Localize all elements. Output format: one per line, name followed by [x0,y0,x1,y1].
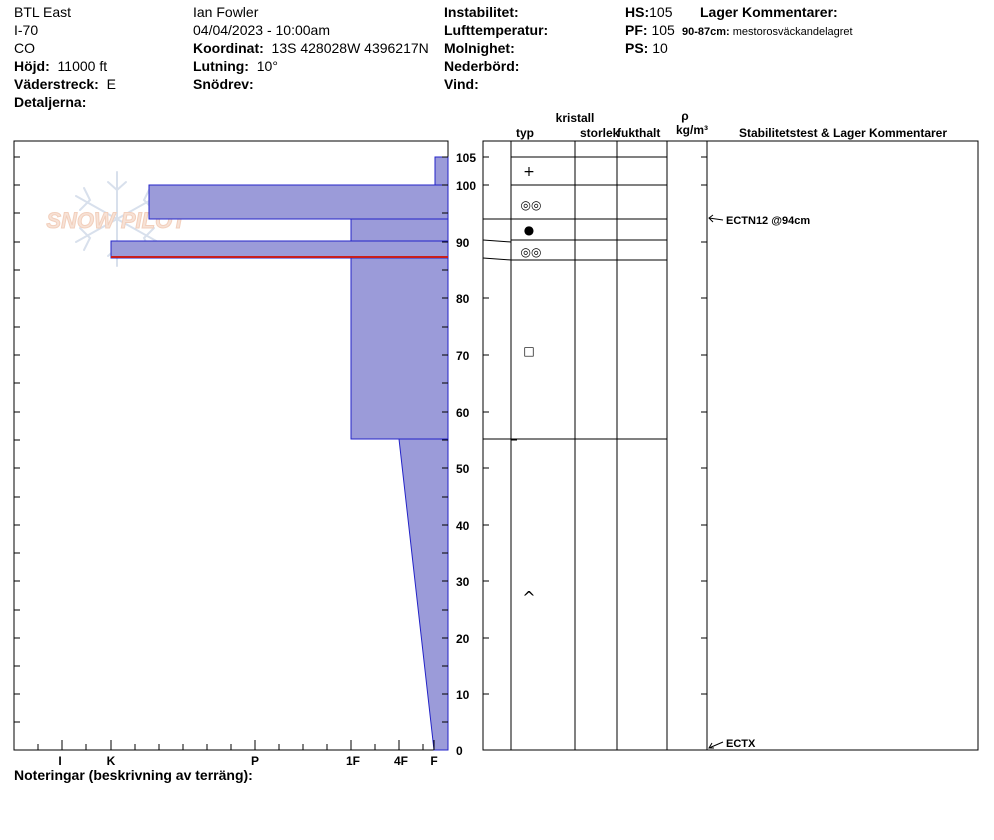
stability-tests: ECTN12 @94cm ECTX [708,214,810,750]
hs-label: HS: [625,4,650,20]
header-density-unit: kg/m³ [676,123,708,137]
depth-label-80: 80 [456,292,470,306]
layer-87-55 [350,257,449,440]
hardness-axis-labels: I K P 1F 4F F [58,754,437,768]
slope-label: Lutning: [193,58,249,74]
sky-label: Molnighet: [444,40,515,56]
depth-label-60: 60 [456,406,470,420]
hardness-label-K: K [107,754,116,768]
location-name: BTL East [14,4,72,20]
coordinate-value: 13S 428028W 4396217N [271,40,429,56]
grain-symbol-melt-freeze: ● [524,223,534,237]
terrain-notes-label: Noteringar (beskrivning av terräng): [14,767,253,783]
grain-symbol-rounded-1: ◎◎ [521,198,542,212]
layer-comment-row: 90-87cm: mestorosväckandelagret [682,23,853,41]
layer-90-87 [110,240,449,259]
depth-label-0: 0 [456,744,463,758]
stability-test-ectn12: ECTN12 @94cm [726,215,810,227]
hardness-label-P: P [251,754,259,768]
hardness-label-1F: 1F [346,754,360,768]
slope-row: Lutning: 10° [193,57,429,75]
header-col5: Lager Kommentarer: 90-87cm: mestorosväck… [682,3,853,41]
depth-axis-labels: 105 100 90 80 70 60 50 40 30 20 10 0 [456,151,476,758]
hardness-layers [110,156,449,751]
grain-symbol-precip: + [523,164,535,180]
grain-symbol-depth-hoar: ^ [522,588,535,607]
layer-100-94 [148,184,449,220]
pf-label: PF: [625,22,648,38]
wind-label: Vind: [444,76,479,92]
layer-comments-title: Lager Kommentarer: [700,4,838,20]
depth-label-20: 20 [456,632,470,646]
drift-row: Snödrev: [193,75,429,93]
left-plot-ticks [14,156,448,750]
slope-value: 10° [256,58,278,74]
pf-value: 105 [651,22,675,38]
observer-name: Ian Fowler [193,4,259,20]
instability-label: Instabilitet: [444,4,519,20]
precip-label: Nederbörd: [444,58,520,74]
ps-value: 10 [652,40,668,56]
hardness-label-F: F [430,754,437,768]
header-typ: typ [516,126,534,140]
hardness-label-I: I [58,754,61,768]
depth-label-90: 90 [456,236,470,250]
aspect-value: E [106,76,116,92]
elevation-row: Höjd: 11000 ft [14,57,116,75]
ps-row: PS: 10 [625,39,675,57]
drift-label: Snödrev: [193,76,254,92]
terrain-notes: Noteringar (beskrivning av terräng): [14,766,253,784]
header-col2: Ian Fowler 04/04/2023 - 10:00am Koordina… [193,3,429,93]
layer-comment-range: 90-87cm: [682,26,730,38]
depth-label-40: 40 [456,519,470,533]
layer-55-0 [398,438,449,751]
ps-label: PS: [625,40,649,56]
depth-label-100: 100 [456,179,476,193]
stability-test-ectx: ECTX [726,738,756,750]
header-col4: HS:105 PF: 105 PS: 10 [625,3,675,57]
depth-label-50: 50 [456,462,470,476]
layer-table [482,140,979,751]
grain-symbol-faceted: □ [523,344,534,358]
depth-label-105: 105 [456,151,476,165]
observation-datetime: 04/04/2023 - 10:00am [193,22,330,38]
coordinate-label: Koordinat: [193,40,264,56]
header-fukthalt: fukthalt [617,126,660,140]
depth-label-10: 10 [456,688,470,702]
pf-row: PF: 105 [625,21,675,39]
aspect-row: Väderstreck: E [14,75,116,93]
header-col1: BTL East I-70 CO Höjd: 11000 ft Väderstr… [14,3,116,111]
hs-row: HS:105 [625,3,675,21]
hardness-label-4F: 4F [394,754,408,768]
details-label: Detaljerna: [14,94,87,110]
header-stability: Stabilitetstest & Lager Kommentarer [739,126,947,140]
header-rho: ρ [681,109,688,123]
header-kristall: kristall [556,111,595,125]
header-storlek: storlek [580,126,620,140]
route-name: I-70 [14,22,39,38]
layer-comment-text: mestorosväckandelagret [732,26,853,38]
details-row: Detaljerna: [14,93,116,111]
header-col3: Instabilitet: Lufttemperatur: Molnighet:… [444,3,548,93]
depth-label-30: 30 [456,575,470,589]
grain-type-symbols: + ◎◎ ● ◎◎ □ ^ [521,164,542,607]
depth-label-70: 70 [456,349,470,363]
elevation-value: 11000 ft [57,58,108,74]
layer-94-90 [350,218,449,242]
table-header-row: kristall typ storlek fukthalt ρ kg/m³ St… [516,109,947,140]
layer-105-100 [434,156,449,186]
coordinate-row: Koordinat: 13S 428028W 4396217N [193,39,429,57]
aspect-label: Väderstreck: [14,76,99,92]
state-name: CO [14,40,35,56]
grain-symbol-rounded-2: ◎◎ [521,245,542,259]
elevation-label: Höjd: [14,58,50,74]
air-temp-label: Lufttemperatur: [444,22,549,38]
hs-value: 105 [649,4,673,20]
